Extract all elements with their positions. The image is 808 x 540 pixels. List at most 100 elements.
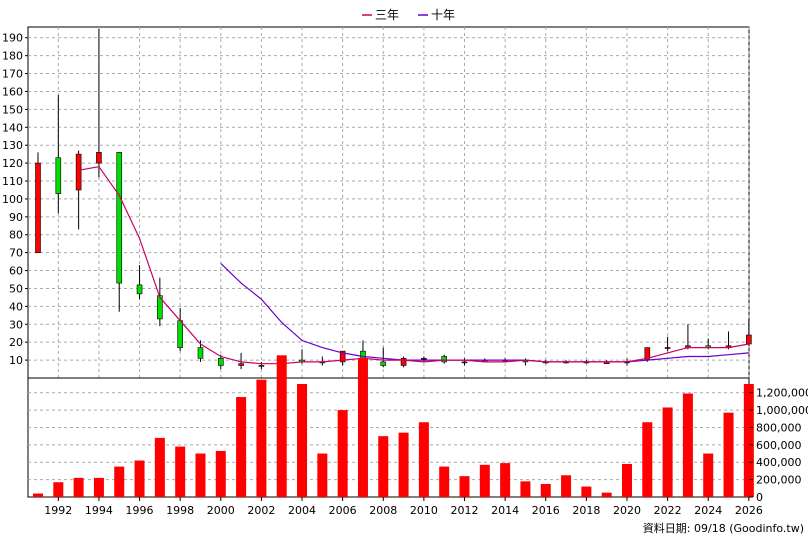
candle-body (75, 153, 82, 191)
ma-3yr-line (78, 166, 749, 365)
candle-body (258, 365, 265, 367)
x-tick-label: 1994 (85, 504, 113, 517)
legend-label: 十年 (431, 8, 455, 22)
x-tick-label: 1992 (44, 504, 72, 517)
x-tick-label: 2008 (369, 504, 397, 517)
volume-bar (500, 463, 511, 497)
volume-bar (134, 460, 145, 497)
price-axis-ticks: 10 20 30 40 50 60 70 80 90 100 110 120 130 140 150 160 1… (2, 32, 28, 367)
volume-bar (337, 410, 348, 497)
price-tick-label: 150 (2, 103, 23, 116)
candle-body (461, 361, 468, 364)
price-tick-label: 70 (9, 247, 23, 260)
x-axis-ticks: 1992 1994 1996 1998 2000 2002 2004 2006 2008 2010… (44, 497, 763, 517)
volume-bar (520, 481, 531, 497)
candle-body (400, 358, 407, 366)
candle-body (238, 363, 244, 366)
volume-bar (581, 486, 592, 497)
volume-bar (601, 492, 612, 497)
candle-body (136, 284, 143, 295)
volume-bar (378, 436, 389, 497)
volume-bar (682, 393, 693, 497)
price-tick-label: 180 (2, 50, 23, 63)
volume-bar (561, 475, 572, 497)
price-tick-label: 160 (2, 85, 23, 98)
x-tick-label: 2024 (694, 504, 722, 517)
volume-bar (703, 453, 714, 497)
volume-bar (114, 466, 125, 497)
candle-body (746, 334, 752, 345)
x-tick-label: 2016 (532, 504, 560, 517)
price-tick-label: 20 (9, 336, 23, 349)
volume-bar (53, 482, 64, 497)
x-tick-label: 1996 (126, 504, 154, 517)
price-tick-label: 40 (9, 300, 23, 313)
price-tick-label: 190 (2, 32, 23, 45)
moving-average-lines (78, 166, 749, 365)
legend: 三年 十年 (362, 8, 455, 22)
volume-bar (175, 446, 186, 497)
volume-bar (93, 477, 104, 497)
x-tick-label: 2012 (451, 504, 479, 517)
volume-bar (621, 463, 632, 497)
x-tick-label: 2018 (572, 504, 600, 517)
volume-gridlines (28, 392, 749, 481)
candle-body (116, 152, 123, 284)
x-tick-label: 2022 (654, 504, 682, 517)
price-tick-label: 80 (9, 229, 23, 242)
volume-tick-label: 400,000 (756, 456, 802, 469)
volume-bar (317, 453, 328, 497)
volume-bar (154, 437, 165, 497)
x-tick-label: 2002 (247, 504, 275, 517)
x-tick-label: 2020 (613, 504, 641, 517)
legend-label: 三年 (375, 8, 399, 22)
source-note: 資料日期: 09/18 (Goodinfo.tw) (643, 521, 804, 535)
volume-bar (540, 483, 551, 497)
price-tick-label: 60 (9, 265, 23, 278)
volume-bar (297, 384, 308, 497)
price-panel-frame (27, 26, 750, 379)
volume-bar (256, 379, 267, 497)
volume-bar (33, 493, 43, 497)
volume-bar (743, 384, 754, 497)
price-tick-label: 30 (9, 318, 23, 331)
volume-bar (662, 407, 673, 497)
price-tick-label: 170 (2, 68, 23, 81)
candle-body (339, 350, 346, 363)
x-tick-label: 2014 (491, 504, 519, 517)
candle-body (197, 347, 204, 359)
candle-body (177, 320, 183, 348)
price-tick-label: 110 (2, 175, 23, 188)
volume-tick-label: 200,000 (756, 474, 802, 487)
volume-axis-ticks: 0 200,000 400,000 600,000 800,000 1,000,000 1,… (749, 387, 808, 504)
ma-10yr-line (220, 262, 749, 363)
volume-bar (236, 397, 247, 497)
candle-body (96, 152, 102, 164)
x-tick-label: 2000 (207, 504, 235, 517)
volume-tick-label: 1,000,000 (756, 404, 808, 417)
x-tick-label: 2006 (329, 504, 357, 517)
volume-bar (418, 422, 429, 497)
x-tick-label: 1998 (166, 504, 194, 517)
volume-bar (642, 422, 653, 497)
candle-body (664, 347, 671, 349)
volume-bar (276, 355, 287, 497)
volume-tick-label: 0 (756, 491, 763, 504)
volume-bar (459, 476, 470, 497)
volume-series (33, 355, 754, 497)
volume-bar (195, 453, 206, 497)
volume-bar (357, 357, 368, 497)
price-tick-label: 140 (2, 121, 23, 134)
candle-body (55, 157, 62, 194)
volume-tick-label: 1,200,000 (756, 387, 808, 400)
price-tick-label: 100 (2, 193, 23, 206)
volume-tick-label: 600,000 (756, 439, 802, 452)
candle-body (421, 358, 427, 360)
candle-body (441, 356, 447, 363)
price-tick-label: 10 (9, 354, 23, 367)
candle-body (380, 361, 387, 366)
volume-bar (73, 477, 84, 497)
candle-body (35, 162, 41, 253)
volume-bar (398, 432, 409, 497)
